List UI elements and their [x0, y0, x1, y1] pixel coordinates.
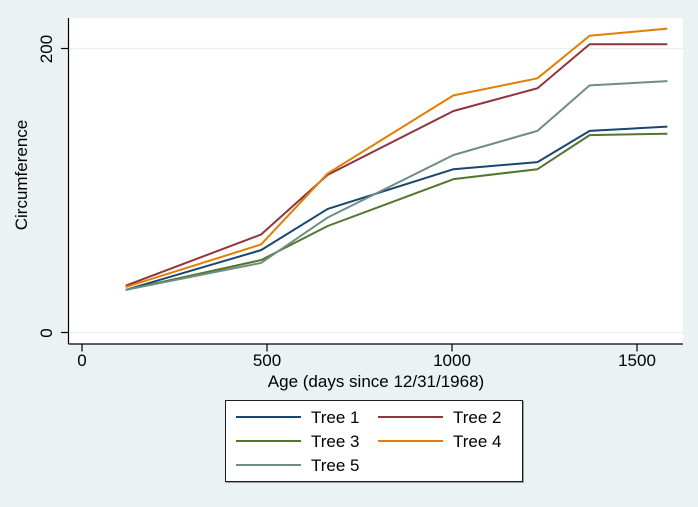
series-line-4	[125, 27, 668, 289]
legend-line-swatch	[378, 440, 443, 442]
x-tick-label-1500: 1500	[618, 351, 656, 370]
series-line-1	[125, 125, 668, 291]
y-tick-label-0: 0	[37, 327, 56, 338]
legend-item-tree-4: Tree 4	[374, 429, 516, 453]
legend-label: Tree 1	[311, 407, 360, 427]
legend-label: Tree 4	[453, 431, 502, 451]
legend-line-swatch	[378, 416, 443, 418]
plot-area	[69, 18, 683, 344]
x-axis-title: Age (days since 12/31/1968)	[267, 372, 485, 391]
legend-item-tree-2: Tree 2	[374, 405, 516, 429]
x-tick-label-500: 500	[252, 351, 282, 370]
legend-label: Tree 5	[311, 455, 360, 475]
legend-label: Tree 2	[453, 407, 502, 427]
legend-label: Tree 3	[311, 431, 360, 451]
x-tick-label-0: 0	[77, 351, 87, 370]
legend-item-tree-5: Tree 5	[232, 453, 374, 477]
legend-item-tree-3: Tree 3	[232, 429, 374, 453]
legend-item-tree-1: Tree 1	[232, 405, 374, 429]
series-line-5	[125, 80, 668, 291]
y-tick-label-200: 200	[37, 34, 56, 63]
legend: Tree 1 Tree 2 Tree 3 Tree 4 Tree 5	[225, 400, 523, 482]
legend-line-swatch	[236, 440, 301, 442]
legend-line-swatch	[236, 464, 301, 466]
x-tick-label-1000: 1000	[433, 351, 471, 370]
series-line-2	[125, 43, 668, 287]
y-axis-title: Circumference	[12, 119, 31, 231]
legend-line-swatch	[236, 416, 301, 418]
series-line-3	[125, 132, 668, 291]
